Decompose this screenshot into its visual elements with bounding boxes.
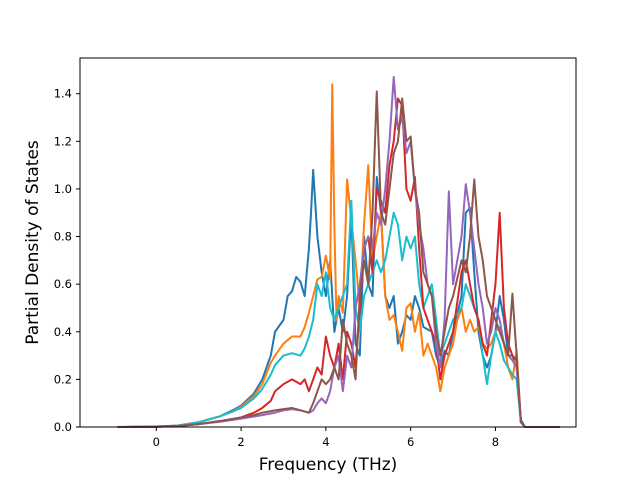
x-tick-label: 6 xyxy=(407,435,414,449)
y-tick-label: 0.0 xyxy=(54,420,72,434)
series-line-3 xyxy=(117,199,561,428)
y-tick-label: 0.4 xyxy=(54,325,72,339)
x-tick-label: 0 xyxy=(153,435,160,449)
y-tick-label: 1.2 xyxy=(54,134,72,148)
series-line-4 xyxy=(117,97,561,428)
y-axis-label: Partial Density of States xyxy=(23,140,43,345)
y-tick-label: 0.6 xyxy=(54,277,72,291)
y-tick-label: 0.2 xyxy=(54,372,72,386)
y-tick-label: 1.0 xyxy=(54,182,72,196)
series-line-6 xyxy=(117,90,561,428)
x-tick-label: 2 xyxy=(237,435,244,449)
x-axis-label: Frequency (THz) xyxy=(259,455,398,475)
series-layer xyxy=(117,76,561,428)
y-tick-label: 0.8 xyxy=(54,230,72,244)
x-axis-ticks: 0 2 4 6 8 xyxy=(153,427,499,449)
y-axis-ticks: 0.0 0.2 0.4 0.6 0.8 1.0 1.2 1.4 xyxy=(54,87,80,434)
x-tick-label: 8 xyxy=(492,435,499,449)
y-tick-label: 1.4 xyxy=(54,87,72,101)
x-tick-label: 4 xyxy=(322,435,329,449)
plot-frame xyxy=(79,57,577,428)
